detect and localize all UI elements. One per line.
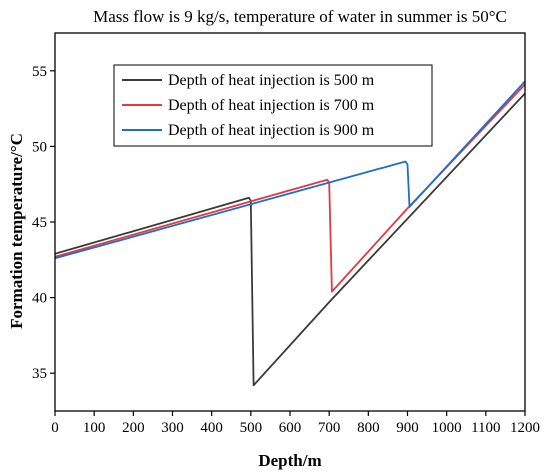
y-tick-label: 45	[32, 215, 47, 231]
legend-label-3: Depth of heat injection is 900 m	[168, 122, 375, 139]
x-tick-label: 600	[279, 420, 302, 436]
x-tick-label: 400	[200, 420, 223, 436]
legend-label-1: Depth of heat injection is 500 m	[168, 72, 375, 89]
x-tick-label: 700	[318, 420, 341, 436]
x-tick-label: 300	[161, 420, 184, 436]
x-tick-label: 200	[122, 420, 145, 436]
y-axis-label: Formation temperature/°C	[7, 133, 26, 329]
x-tick-label: 1000	[432, 420, 462, 436]
x-tick-label: 1200	[510, 420, 540, 436]
y-tick-label: 50	[32, 139, 47, 155]
x-axis-label: Depth/m	[258, 451, 321, 470]
x-tick-label: 500	[240, 420, 263, 436]
series-line-1	[54, 92, 526, 387]
y-tick-label: 35	[32, 366, 47, 382]
plot-area	[54, 80, 526, 387]
series-line-3	[54, 80, 526, 260]
legend-label-2: Depth of heat injection is 700 m	[168, 97, 375, 114]
x-tick-label: 0	[51, 420, 59, 436]
x-tick-label: 900	[396, 420, 419, 436]
y-tick-label: 40	[32, 291, 47, 307]
legend-box	[113, 64, 433, 147]
x-tick-label: 800	[357, 420, 380, 436]
y-tick-label: 55	[32, 64, 47, 80]
x-tick-label: 100	[83, 420, 106, 436]
chart-title: Mass flow is 9 kg/s, temperature of wate…	[93, 7, 507, 26]
axes: 0 100 200 300 400 500 600 700 800 900 1000 1100 1200…	[32, 32, 540, 436]
x-tick-label: 1100	[471, 420, 500, 436]
legend: Depth of heat injection is 500 m Depth of…	[113, 64, 433, 147]
